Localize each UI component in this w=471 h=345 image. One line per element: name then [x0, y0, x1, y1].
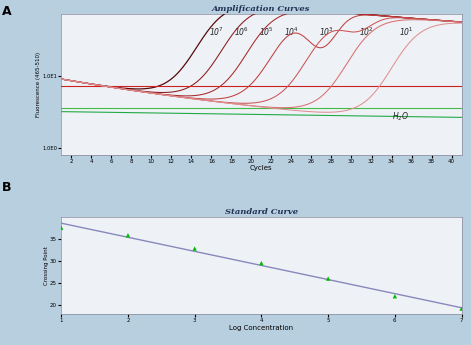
Point	[191, 246, 198, 251]
Text: 10$^2$: 10$^2$	[359, 26, 374, 38]
Text: 10$^3$: 10$^3$	[319, 26, 334, 38]
Text: 10$^5$: 10$^5$	[259, 26, 274, 38]
Title: Standard Curve: Standard Curve	[225, 208, 298, 216]
Point	[124, 233, 132, 238]
X-axis label: Log Concentration: Log Concentration	[229, 325, 293, 331]
Text: B: B	[2, 181, 12, 194]
Point	[57, 225, 65, 230]
Y-axis label: Fluorescence (465-510): Fluorescence (465-510)	[36, 52, 41, 117]
Text: 10$^4$: 10$^4$	[284, 26, 299, 38]
Point	[258, 260, 265, 266]
Text: H$_2$O: H$_2$O	[391, 110, 409, 123]
Point	[458, 306, 465, 312]
Text: A: A	[2, 5, 12, 18]
X-axis label: Cycles: Cycles	[250, 165, 273, 171]
Y-axis label: Crossing Point: Crossing Point	[44, 246, 49, 285]
Point	[391, 294, 398, 299]
Text: 10$^6$: 10$^6$	[234, 26, 249, 38]
Text: 10$^7$: 10$^7$	[209, 26, 224, 38]
Text: 10$^1$: 10$^1$	[399, 26, 414, 38]
Title: Amplification Curves: Amplification Curves	[212, 5, 311, 13]
Point	[325, 276, 332, 282]
